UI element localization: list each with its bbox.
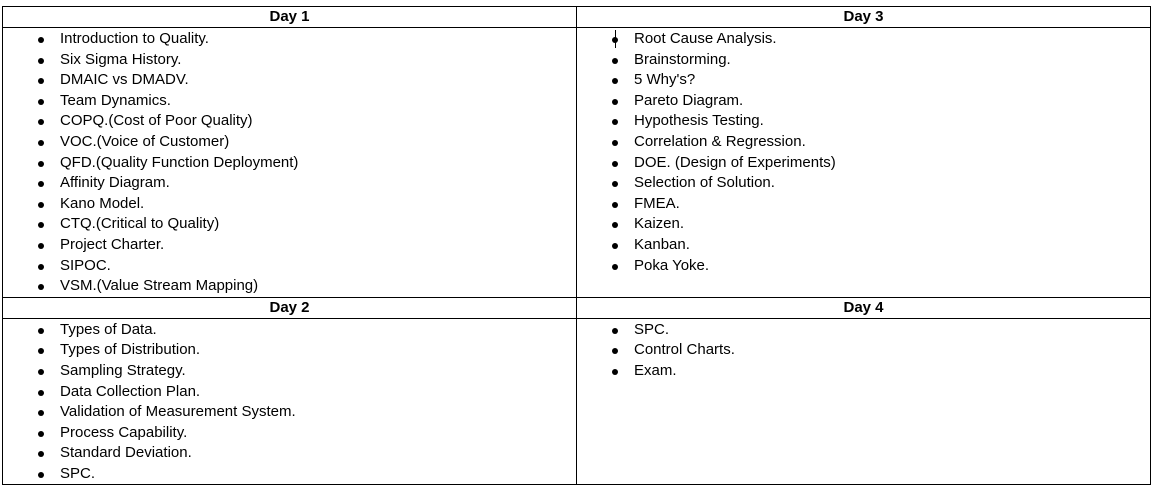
- list-item: Data Collection Plan.: [3, 382, 576, 403]
- day-4-cell: SPC. Control Charts. Exam.: [576, 317, 1151, 486]
- list-item: Standard Deviation.: [3, 443, 576, 464]
- list-item: Affinity Diagram.: [3, 173, 576, 194]
- list-item: FMEA.: [577, 194, 1150, 215]
- list-item: Control Charts.: [577, 340, 1150, 361]
- list-item: Team Dynamics.: [3, 91, 576, 112]
- schedule-table: Day 1 Day 3 Introduction to Quality. Six …: [2, 6, 1151, 486]
- text-cursor: [615, 30, 616, 48]
- header-row: Day 1 Day 3: [2, 6, 1151, 28]
- list-item: Poka Yoke.: [577, 256, 1150, 277]
- list-item: 5 Why's?: [577, 70, 1150, 91]
- list-item: SPC.: [3, 464, 576, 485]
- list-item: Pareto Diagram.: [577, 91, 1150, 112]
- list-item: Project Charter.: [3, 235, 576, 256]
- list-item: Six Sigma History.: [3, 50, 576, 71]
- list-item: Introduction to Quality.: [3, 29, 576, 50]
- list-item: SIPOC.: [3, 256, 576, 277]
- list-item: QFD.(Quality Function Deployment): [3, 153, 576, 174]
- list-item: Root Cause Analysis.: [577, 29, 1150, 50]
- header-row: Day 2 Day 4: [2, 296, 1151, 319]
- day-2-cell: Types of Data. Types of Distribution. Samp…: [2, 317, 577, 486]
- day-1-header: Day 1: [2, 6, 577, 28]
- list-item: Types of Data.: [3, 320, 576, 341]
- day-3-list: Root Cause Analysis. Brainstorming. 5 Why'…: [577, 28, 1150, 276]
- list-item: Sampling Strategy.: [3, 361, 576, 382]
- day-3-cell: Root Cause Analysis. Brainstorming. 5 Why'…: [576, 27, 1151, 298]
- day-2-header: Day 2: [2, 296, 577, 319]
- day-1-list: Introduction to Quality. Six Sigma Histor…: [3, 28, 576, 297]
- list-item: DMAIC vs DMADV.: [3, 70, 576, 91]
- list-item: Exam.: [577, 361, 1150, 382]
- list-item: Kaizen.: [577, 214, 1150, 235]
- list-item: Types of Distribution.: [3, 340, 576, 361]
- list-item: DOE. (Design of Experiments): [577, 153, 1150, 174]
- list-item: Correlation & Regression.: [577, 132, 1150, 153]
- content-row: Types of Data. Types of Distribution. Samp…: [2, 317, 1151, 486]
- list-item: Validation of Measurement System.: [3, 402, 576, 423]
- content-row: Introduction to Quality. Six Sigma Histor…: [2, 27, 1151, 298]
- list-item: Process Capability.: [3, 423, 576, 444]
- day-1-cell: Introduction to Quality. Six Sigma Histor…: [2, 27, 577, 298]
- list-item: Selection of Solution.: [577, 173, 1150, 194]
- day-3-header: Day 3: [576, 6, 1151, 28]
- day-4-header: Day 4: [576, 296, 1151, 319]
- list-item: COPQ.(Cost of Poor Quality): [3, 111, 576, 132]
- list-item: VSM.(Value Stream Mapping): [3, 276, 576, 297]
- list-item: CTQ.(Critical to Quality): [3, 214, 576, 235]
- list-item: Hypothesis Testing.: [577, 111, 1150, 132]
- list-item: VOC.(Voice of Customer): [3, 132, 576, 153]
- list-item: Brainstorming.: [577, 50, 1150, 71]
- list-item: SPC.: [577, 320, 1150, 341]
- day-2-list: Types of Data. Types of Distribution. Samp…: [3, 319, 576, 485]
- day-4-list: SPC. Control Charts. Exam.: [577, 319, 1150, 382]
- list-item: Kano Model.: [3, 194, 576, 215]
- list-item: Kanban.: [577, 235, 1150, 256]
